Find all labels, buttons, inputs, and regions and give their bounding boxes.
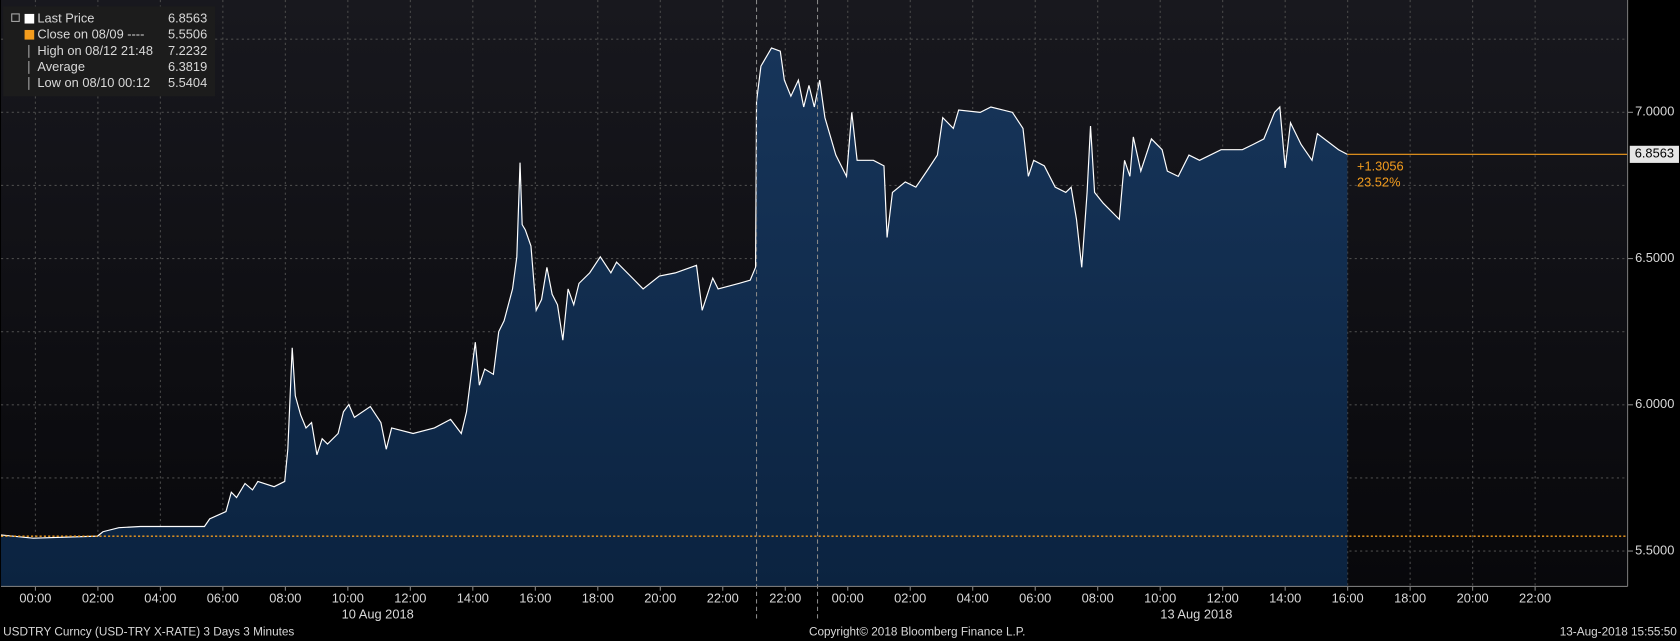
x-tick-label: 22:00 xyxy=(769,591,801,606)
x-tick-label: 10:00 xyxy=(1144,591,1176,606)
x-tick-label: 16:00 xyxy=(1332,591,1364,606)
footer-center: Copyright© 2018 Bloomberg Finance L.P. xyxy=(809,626,1025,639)
last-price-tag xyxy=(1629,145,1679,163)
x-tick-label: 06:00 xyxy=(1019,591,1051,606)
x-tick-label: 22:00 xyxy=(707,591,739,606)
footer-right: 13-Aug-2018 15:55:50 xyxy=(1560,626,1678,639)
x-tick-label: 18:00 xyxy=(582,591,614,606)
x-tick-label: 00:00 xyxy=(19,591,51,606)
legend-label: Close on 08/09 ---- xyxy=(37,27,144,42)
x-tick-label: 08:00 xyxy=(269,591,301,606)
y-tick-label: 5.5000 xyxy=(1635,542,1674,557)
x-tick-label: 08:00 xyxy=(1082,591,1114,606)
x-tick-label: 22:00 xyxy=(1519,591,1551,606)
y-tick-label: 7.0000 xyxy=(1635,104,1674,119)
legend-label: High on 08/12 21:48 xyxy=(37,43,153,58)
legend-collapse xyxy=(11,13,20,22)
date-label: 10 Aug 2018 xyxy=(342,607,414,622)
date-label: 13 Aug 2018 xyxy=(1160,607,1232,622)
legend-label: Last Price xyxy=(37,11,94,26)
legend-value: 5.5404 xyxy=(168,75,207,90)
area xyxy=(1,47,1348,587)
x-tick-label: 02:00 xyxy=(894,591,926,606)
change-annotation: 23.52% xyxy=(1357,175,1401,190)
x-tick-label: 00:00 xyxy=(832,591,864,606)
x-tick-label: 20:00 xyxy=(644,591,676,606)
marks xyxy=(0,47,1628,587)
price-line xyxy=(0,47,1348,539)
footer-left: USDTRY Curncy (USD-TRY X-RATE) 3 Days 3 … xyxy=(3,626,294,639)
change-annotation: +1.3056 xyxy=(1357,159,1404,174)
last-price-tag-label: 6.8563 xyxy=(1635,146,1674,161)
legend: Last Price 6.8563 Close on 08/09 ---- 5.550… xyxy=(3,6,216,97)
legend-value: 6.3819 xyxy=(168,59,207,74)
x-tick-label: 06:00 xyxy=(207,591,239,606)
x-tick-label: 12:00 xyxy=(394,591,426,606)
legend-label: Average xyxy=(37,59,85,74)
x-tick-label: 18:00 xyxy=(1394,591,1426,606)
x-tick-label: 14:00 xyxy=(457,591,489,606)
legend-label: Low on 08/10 00:12 xyxy=(37,75,150,90)
x-tick-label: 14:00 xyxy=(1269,591,1301,606)
x-tick-label: 20:00 xyxy=(1457,591,1489,606)
legend-swatch xyxy=(24,29,35,40)
x-tick-label: 16:00 xyxy=(519,591,551,606)
x-tick-label: 04:00 xyxy=(144,591,176,606)
legend-value: 5.5506 xyxy=(168,27,207,42)
legend-value: 7.2232 xyxy=(168,43,207,58)
x-tick-label: 04:00 xyxy=(957,591,989,606)
legend-value: 6.8563 xyxy=(168,11,207,26)
legend-box xyxy=(3,6,216,97)
x-tick-label: 02:00 xyxy=(82,591,114,606)
x-tick-label: 12:00 xyxy=(1207,591,1239,606)
y-tick-label: 6.5000 xyxy=(1635,250,1674,265)
labels: 5.5000 6.0000 6.5000 7.0000 00:00 02:00 04:00 0… xyxy=(3,104,1679,639)
x-tick-label: 10:00 xyxy=(332,591,364,606)
y-tick-label: 6.0000 xyxy=(1635,396,1674,411)
legend-swatch xyxy=(24,13,35,24)
